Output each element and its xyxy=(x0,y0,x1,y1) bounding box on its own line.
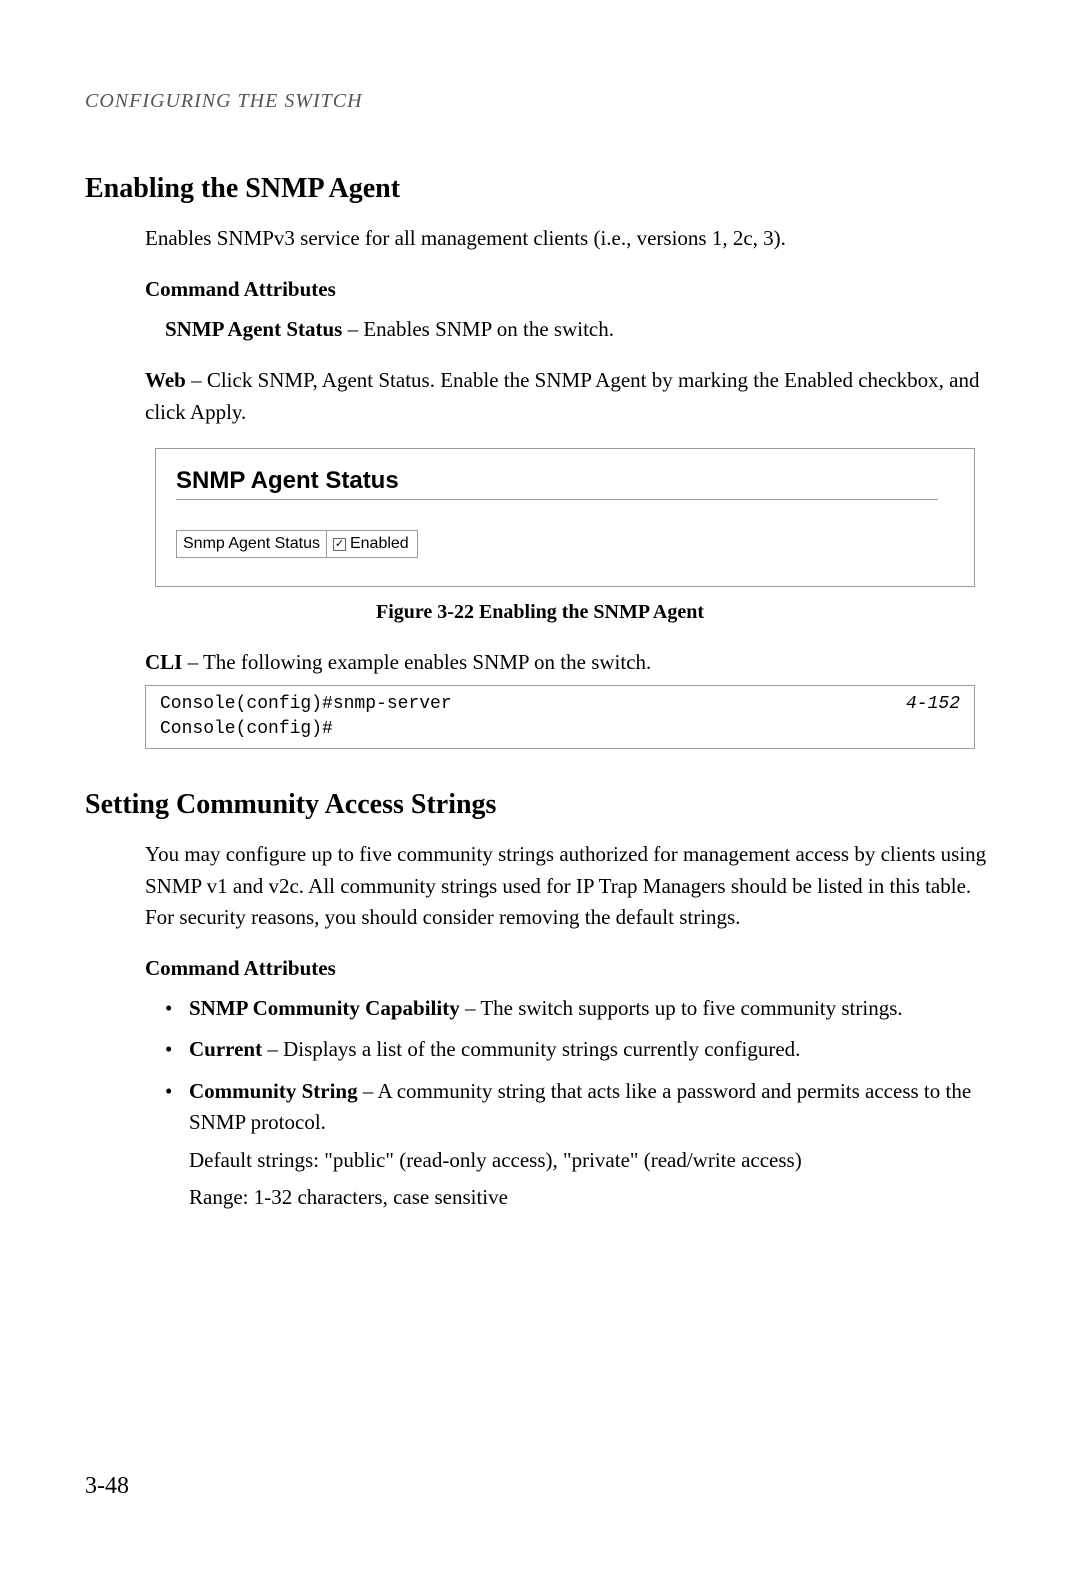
figure-divider xyxy=(176,499,938,500)
bullet-bold: Current xyxy=(189,1037,262,1061)
figure-panel-title: SNMP Agent Status xyxy=(176,467,954,495)
attr-rest: – Enables SNMP on the switch. xyxy=(342,317,614,341)
section1-intro: Enables SNMPv3 service for all managemen… xyxy=(145,223,995,255)
list-item: SNMP Community Capability – The switch s… xyxy=(165,993,995,1025)
list-item: Current – Displays a list of the communi… xyxy=(165,1034,995,1066)
bullet-bold: Community String xyxy=(189,1079,358,1103)
web-rest: – Click SNMP, Agent Status. Enable the S… xyxy=(145,368,979,424)
web-bold: Web xyxy=(145,368,186,392)
attr-bold: SNMP Agent Status xyxy=(165,317,342,341)
running-head-text: CONFIGURING THE SWITCH xyxy=(85,90,363,112)
status-row-label: Snmp Agent Status xyxy=(177,531,327,557)
command-attributes-heading-2: Command Attributes xyxy=(145,956,995,981)
enabled-checkbox-label: Enabled xyxy=(350,535,409,553)
page-number: 3-48 xyxy=(85,1473,129,1500)
bullet-rest: – The switch supports up to five communi… xyxy=(460,996,903,1020)
running-head: CONFIGURING THE SWITCH xyxy=(85,90,995,113)
cli-lead: CLI – The following example enables SNMP… xyxy=(145,650,995,675)
section-heading-community: Setting Community Access Strings xyxy=(85,789,995,821)
section-heading-enabling: Enabling the SNMP Agent xyxy=(85,173,995,205)
enabled-checkbox[interactable]: ✓ xyxy=(333,538,346,551)
bullet-sub2: Range: 1-32 characters, case sensitive xyxy=(189,1182,995,1214)
bullet-sub1: Default strings: "public" (read-only acc… xyxy=(189,1145,995,1177)
figure-caption: Figure 3-22 Enabling the SNMP Agent xyxy=(85,601,995,624)
snmp-agent-status-attr: SNMP Agent Status – Enables SNMP on the … xyxy=(165,314,995,346)
command-attributes-heading-1: Command Attributes xyxy=(145,277,995,302)
cli-rest: – The following example enables SNMP on … xyxy=(182,650,651,674)
code-block: 4-152 Console(config)#snmp-server Consol… xyxy=(145,685,975,749)
status-row: Snmp Agent Status ✓ Enabled xyxy=(176,530,418,558)
code-ref: 4-152 xyxy=(906,692,960,717)
code-line-2: Console(config)# xyxy=(160,717,960,742)
section2-intro: You may configure up to five community s… xyxy=(145,839,995,934)
bullet-rest: – Displays a list of the community strin… xyxy=(262,1037,800,1061)
bullet-bold: SNMP Community Capability xyxy=(189,996,460,1020)
status-row-control: ✓ Enabled xyxy=(327,531,417,557)
code-line-1: Console(config)#snmp-server xyxy=(160,692,960,717)
cli-bold: CLI xyxy=(145,650,182,674)
bullet-list: SNMP Community Capability – The switch s… xyxy=(165,993,995,1214)
web-instructions: Web – Click SNMP, Agent Status. Enable t… xyxy=(145,365,995,428)
figure-panel: SNMP Agent Status Snmp Agent Status ✓ En… xyxy=(155,448,975,587)
list-item: Community String – A community string th… xyxy=(165,1076,995,1214)
